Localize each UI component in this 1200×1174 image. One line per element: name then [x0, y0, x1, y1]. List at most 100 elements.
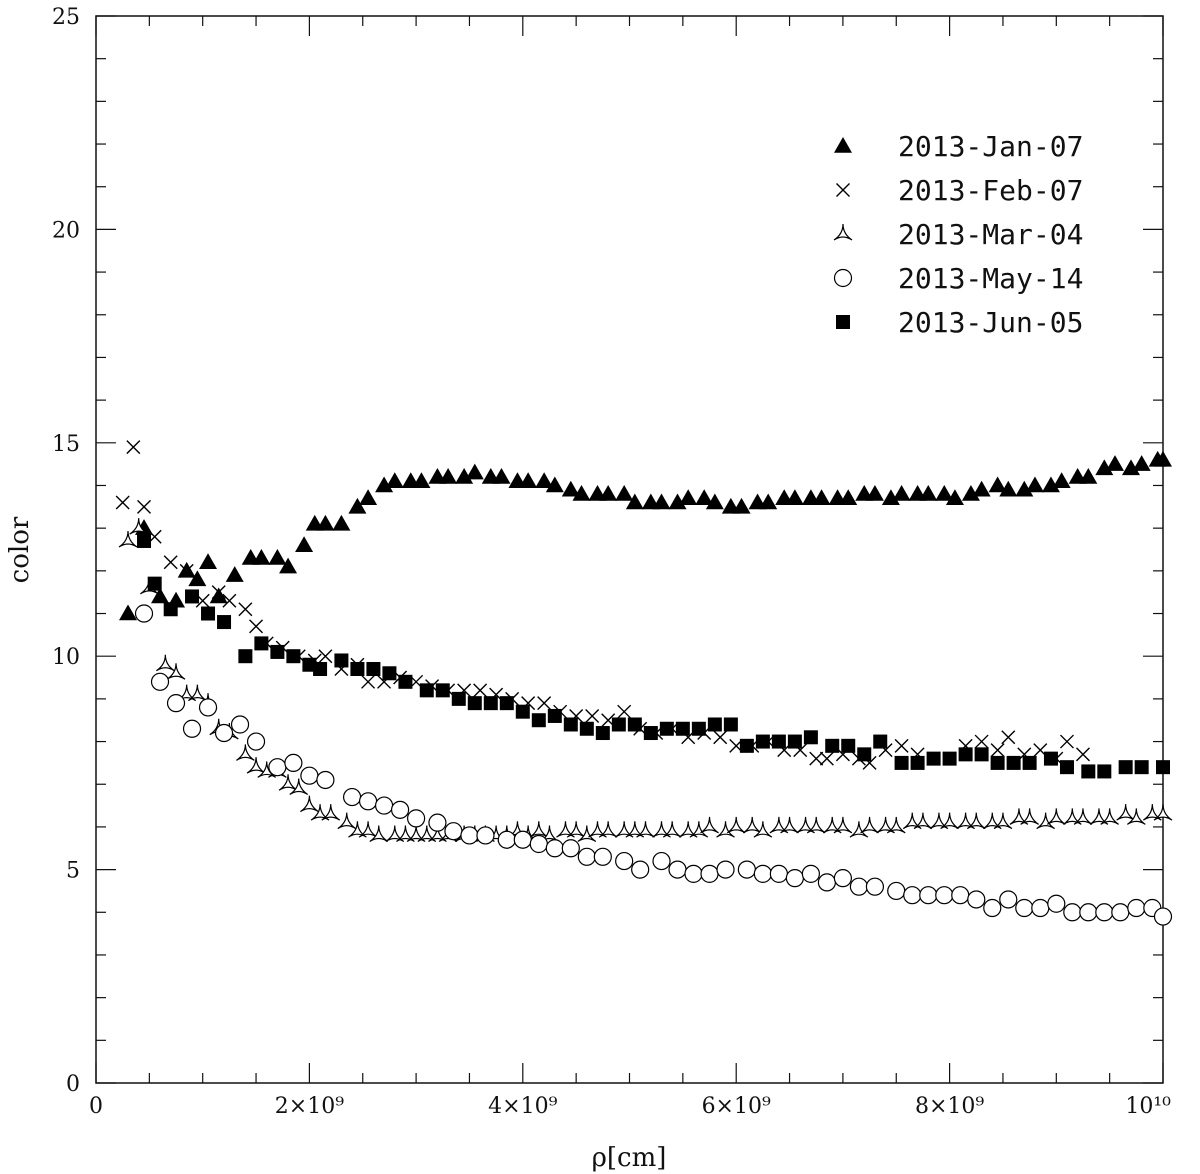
data-point — [849, 821, 869, 838]
data-point — [406, 825, 426, 842]
y-tick-label: 25 — [52, 5, 80, 30]
data-point — [894, 738, 909, 753]
data-point — [249, 619, 264, 634]
data-point — [1153, 907, 1173, 926]
data-point — [684, 864, 703, 883]
data-point — [982, 812, 1002, 830]
data-point — [579, 721, 594, 736]
data-point — [966, 812, 986, 830]
data-point — [211, 585, 226, 600]
data-point — [1127, 898, 1146, 918]
data-point — [865, 877, 885, 896]
x-tick-label: 2×10⁹ — [275, 1094, 344, 1119]
data-point — [903, 886, 922, 905]
data-point — [1116, 804, 1135, 821]
data-point — [499, 696, 514, 711]
data-point — [860, 816, 879, 834]
data-point — [737, 860, 756, 879]
data-point — [1025, 476, 1044, 493]
data-point — [166, 663, 186, 680]
data-point — [361, 674, 376, 689]
data-point — [876, 816, 895, 834]
data-point — [332, 514, 351, 531]
data-point — [961, 485, 980, 501]
data-point — [1001, 730, 1016, 745]
data-point — [268, 758, 287, 777]
data-point — [382, 666, 397, 681]
data-point — [631, 860, 650, 879]
data-point — [945, 489, 964, 506]
data-point — [270, 644, 285, 659]
data-point — [284, 753, 303, 773]
data-point — [785, 489, 804, 506]
data-point — [321, 804, 341, 821]
data-point — [497, 830, 516, 849]
data-point — [611, 717, 626, 732]
data-point — [1105, 455, 1124, 471]
data-point — [483, 696, 498, 711]
x-tick-label: 10¹⁰ — [1125, 1094, 1171, 1119]
data-point — [439, 467, 458, 484]
legend-label: 2013-Feb-07 — [898, 174, 1083, 207]
data-point — [643, 726, 658, 741]
data-point — [935, 886, 954, 905]
x-tick-label: 0 — [89, 1094, 103, 1119]
data-point — [615, 485, 634, 501]
data-point — [839, 489, 858, 506]
data-point — [919, 485, 938, 501]
series-2013-Jan-07 — [119, 450, 1172, 621]
data-point — [217, 615, 232, 630]
data-point — [742, 816, 762, 834]
data-point — [617, 704, 632, 719]
data-point — [1156, 760, 1170, 775]
data-point — [166, 694, 186, 713]
data-point — [350, 662, 365, 677]
series-layer — [115, 440, 1173, 926]
data-point — [374, 796, 394, 815]
data-point — [739, 738, 754, 753]
data-point — [1118, 760, 1133, 775]
y-tick-label: 10 — [52, 645, 80, 670]
data-point — [348, 497, 367, 514]
data-point — [529, 821, 549, 838]
data-point — [796, 816, 815, 834]
x-tick-label: 8×10⁹ — [915, 1094, 984, 1119]
data-point — [577, 847, 596, 866]
y-tick-label: 20 — [52, 218, 80, 243]
data-point — [188, 684, 207, 702]
data-point — [390, 800, 410, 819]
data-point — [118, 530, 138, 548]
data-point — [1009, 808, 1029, 825]
legend-item: 2013-Jun-05 — [836, 306, 1083, 339]
data-point — [254, 636, 269, 651]
x-tick-label: 4×10⁹ — [488, 1094, 557, 1119]
data-point — [1132, 455, 1151, 471]
data-point — [1111, 903, 1130, 922]
data-point — [385, 825, 405, 842]
data-point — [819, 751, 834, 766]
data-point — [707, 717, 722, 732]
data-point — [198, 698, 218, 717]
data-point — [935, 485, 954, 501]
data-point — [780, 816, 799, 834]
data-point — [451, 691, 466, 706]
data-point — [407, 809, 426, 828]
data-point — [529, 834, 548, 854]
data-point — [787, 734, 802, 749]
data-point — [825, 738, 840, 753]
series-2013-Mar-04 — [118, 518, 1173, 842]
data-point — [988, 476, 1007, 493]
data-point — [841, 738, 856, 753]
data-point — [849, 877, 869, 896]
data-point — [537, 696, 552, 711]
axis-ticks — [95, 15, 1164, 1084]
data-point — [419, 683, 434, 698]
data-point — [182, 719, 202, 738]
data-point — [359, 489, 378, 506]
legend-marker — [833, 223, 853, 241]
data-point — [199, 553, 218, 570]
data-point — [809, 751, 824, 766]
data-point — [873, 734, 888, 749]
data-point — [1142, 804, 1162, 821]
data-point — [668, 493, 687, 510]
